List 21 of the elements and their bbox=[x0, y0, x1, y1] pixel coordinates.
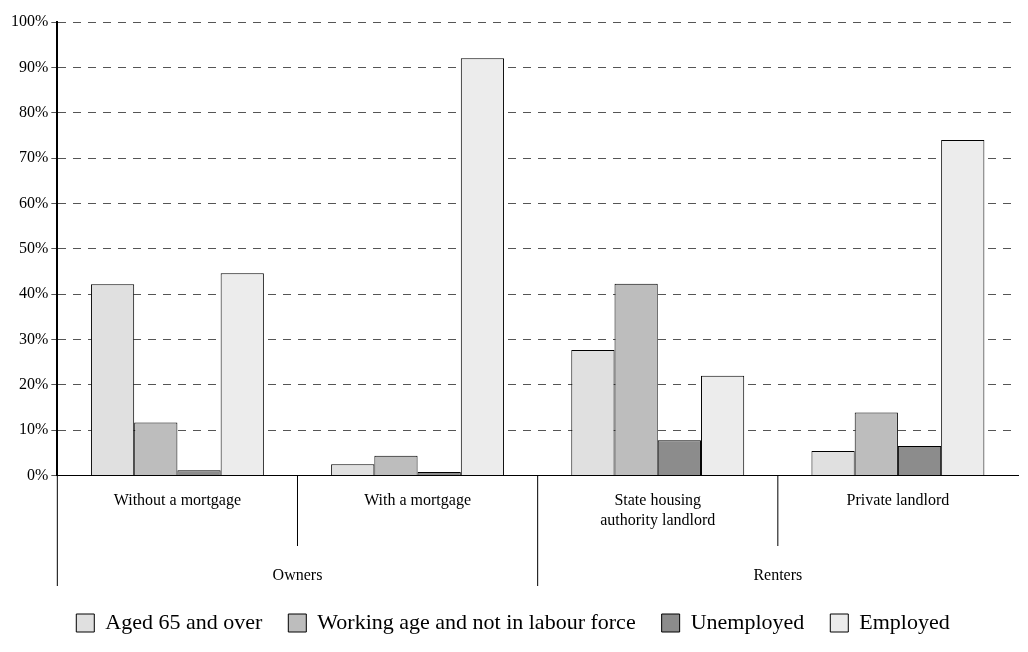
y-tick-label: 80% bbox=[19, 102, 49, 120]
text: Owners bbox=[272, 566, 323, 584]
y-tick-label: 0% bbox=[27, 465, 49, 483]
y-tick-label: 90% bbox=[19, 57, 49, 75]
legend-label: Working age and not in labour force bbox=[317, 608, 636, 634]
y-tick-label: 40% bbox=[19, 284, 49, 302]
y-tick-label: 100% bbox=[11, 12, 49, 30]
y-tick-label: 20% bbox=[19, 375, 49, 393]
legend-label: Employed bbox=[859, 608, 950, 634]
legend-label: Unemployed bbox=[690, 608, 805, 634]
y-tick-label: 30% bbox=[19, 329, 49, 347]
y-tick-label: 10% bbox=[19, 420, 49, 438]
legend-label: Aged 65 and over bbox=[105, 608, 263, 634]
x-tick-label: Private landlord bbox=[846, 491, 950, 509]
x-tick-label: With a mortgage bbox=[364, 491, 472, 510]
x-tick-label: Without a mortgage bbox=[113, 491, 242, 510]
y-tick-label: 70% bbox=[19, 148, 49, 166]
x-tick-label: State housing authority landlord bbox=[600, 491, 716, 529]
y-tick-label: 50% bbox=[19, 239, 49, 256]
text: Renters bbox=[753, 566, 803, 584]
y-tick-label: 60% bbox=[19, 193, 49, 211]
